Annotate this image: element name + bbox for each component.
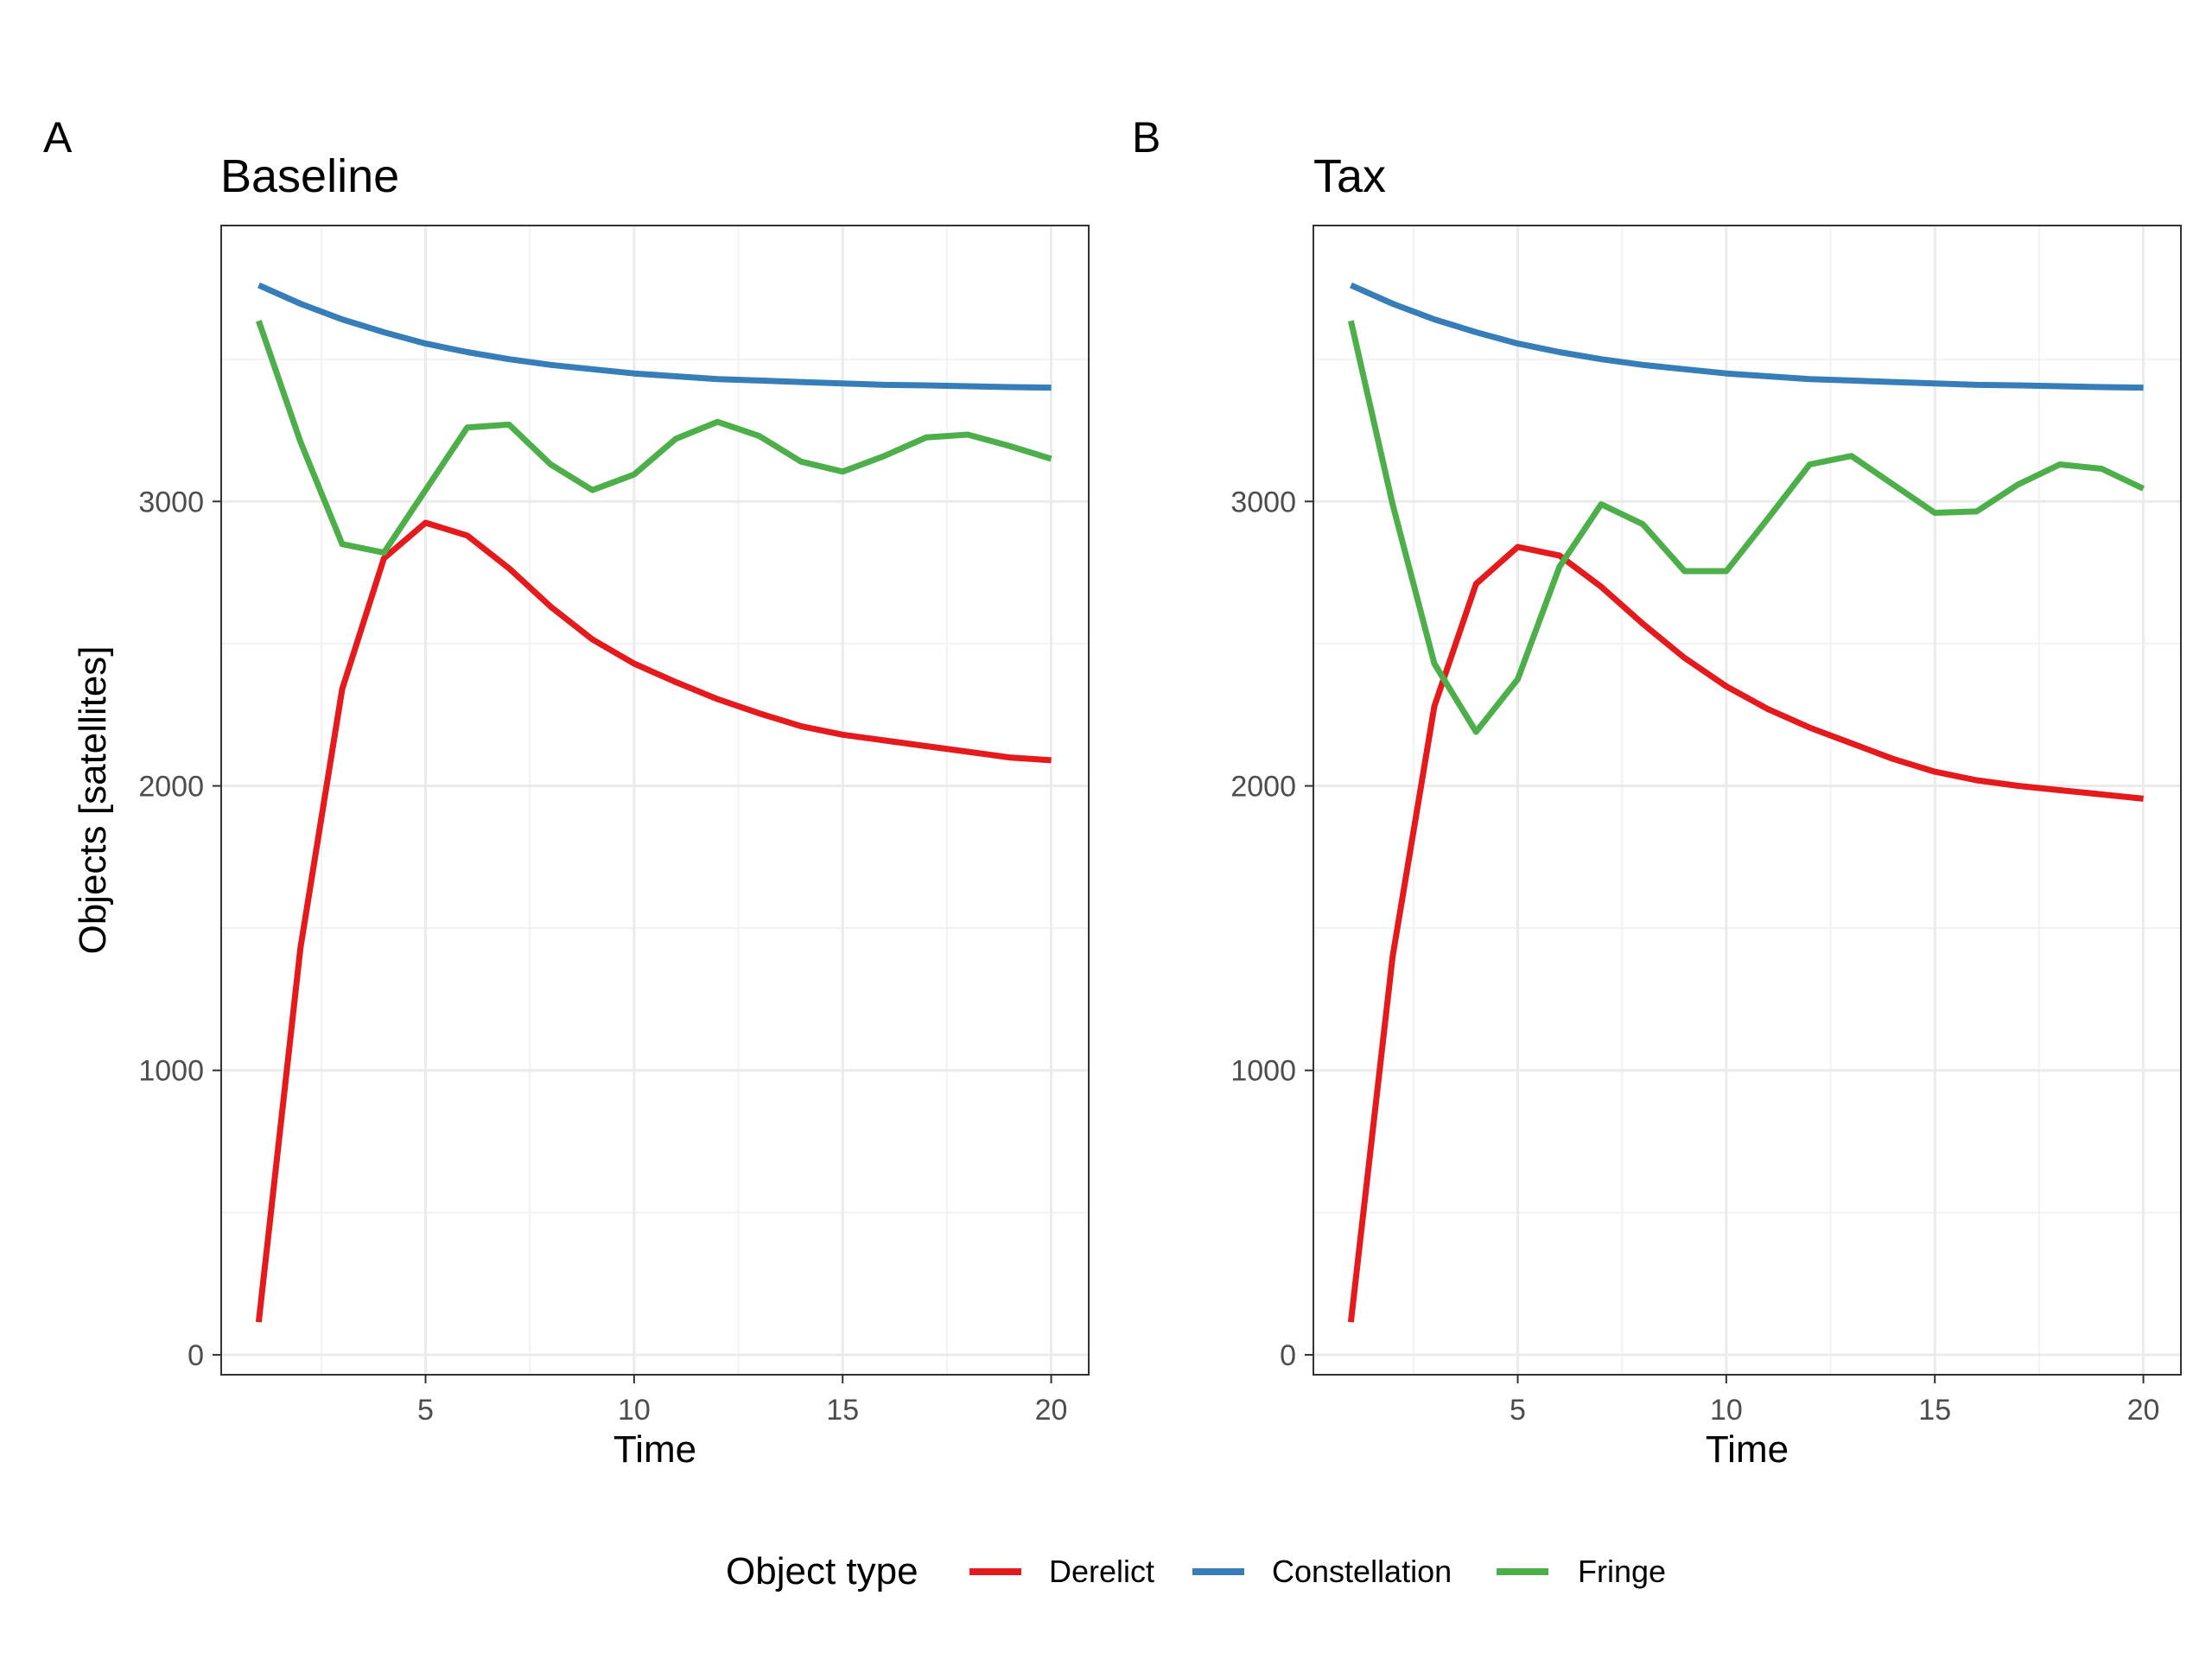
panel-b-panel-background (1313, 226, 2181, 1375)
panel-a-x-axis-title: Time (613, 1428, 696, 1471)
panel-b-x-tick-label: 20 (2127, 1394, 2160, 1427)
legend-label-constellation: Constellation (1272, 1554, 1452, 1589)
panel-b-series-fringe (1347, 320, 2145, 735)
panel-a-x-tick-label: 5 (417, 1394, 434, 1427)
panel-b-y-tick-label: 0 (1280, 1339, 1296, 1372)
panel-a-series-derelict (255, 519, 1052, 1323)
panel-b-y-tick-label: 1000 (1230, 1055, 1296, 1088)
panel-a-y-tick-label: 0 (188, 1339, 204, 1372)
panel-b-plot-area: 5 10 15 20 0 1000 2000 3000 (1230, 225, 2182, 1427)
panel-b-series-derelict (1347, 543, 2144, 1323)
panel-b-series-constellation (1349, 282, 2144, 391)
panel-b: B Tax 5 10 15 20 0 1000 2000 3000 Time (1132, 113, 2182, 1471)
panel-a-x-tick-label: 20 (1035, 1394, 1068, 1427)
legend: Object type Derelict Constellation Fring… (726, 1550, 1666, 1592)
panel-a-series-fringe (256, 320, 1052, 556)
legend-label-fringe: Fringe (1578, 1554, 1666, 1589)
panel-a-panel-background (221, 226, 1089, 1375)
panel-b-y-tick-label: 2000 (1230, 771, 1296, 804)
panel-b-title: Tax (1313, 150, 1386, 202)
panel-a-y-axis-title: Objects [satellites] (72, 645, 114, 954)
panel-a-y-tick-label: 2000 (138, 771, 204, 804)
panel-b-x-tick-label: 15 (1918, 1394, 1951, 1427)
legend-title: Object type (726, 1550, 918, 1592)
panel-a-y-tick-label: 3000 (138, 486, 204, 518)
panel-b-x-axis-title: Time (1706, 1428, 1789, 1471)
panel-a: A Baseline 5 10 15 20 0 1000 2000 3000 Time Obj… (43, 113, 1090, 1471)
panel-b-x-tick-label: 10 (1710, 1394, 1743, 1427)
panel-a-series-constellation (257, 282, 1052, 391)
panel-b-y-tick-label: 3000 (1230, 486, 1296, 518)
panel-a-x-tick-label: 10 (618, 1394, 651, 1427)
panel-a-tag: A (43, 113, 73, 162)
panel-a-x-tick-label: 15 (826, 1394, 859, 1427)
panel-a-panel-border (220, 225, 1090, 1376)
panel-b-panel-border (1313, 225, 2182, 1376)
panel-a-y-tick-label: 1000 (138, 1055, 204, 1088)
panel-a-title: Baseline (220, 150, 399, 202)
panel-b-tag: B (1132, 113, 1160, 162)
panel-a-plot-area: 5 10 15 20 0 1000 2000 3000 (138, 225, 1090, 1427)
legend-label-derelict: Derelict (1049, 1554, 1154, 1589)
panel-b-x-tick-label: 5 (1510, 1394, 1526, 1427)
